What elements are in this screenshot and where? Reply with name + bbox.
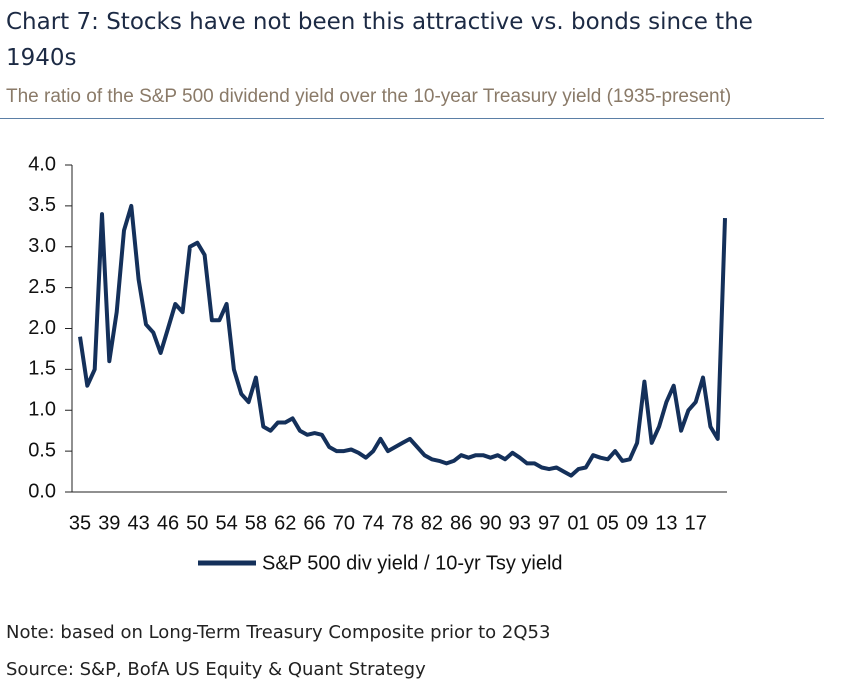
- x-tick-label: 58: [245, 512, 267, 534]
- y-tick-label: 2.0: [28, 317, 56, 339]
- note: Note: based on Long-Term Treasury Compos…: [6, 622, 551, 643]
- x-tick-label: 90: [479, 512, 501, 534]
- chart-title: Chart 7: Stocks have not been this attra…: [6, 9, 753, 71]
- y-tick-label: 0.5: [28, 439, 56, 461]
- y-tick-label: 1.5: [28, 358, 56, 380]
- y-tick-label: 2.5: [28, 276, 56, 298]
- x-tick-label: 62: [274, 512, 296, 534]
- x-tick-label: 09: [626, 512, 648, 534]
- x-tick-label: 50: [186, 512, 208, 534]
- divider: [0, 118, 824, 119]
- x-tick-label: 35: [69, 512, 91, 534]
- x-tick-label: 39: [98, 512, 120, 534]
- x-tick-label: 93: [509, 512, 531, 534]
- x-tick-label: 82: [421, 512, 443, 534]
- x-tick-label: 86: [450, 512, 472, 534]
- x-tick-label: 46: [157, 512, 179, 534]
- x-tick-label: 17: [685, 512, 707, 534]
- source: Source: S&P, BofA US Equity & Quant Stra…: [6, 659, 426, 680]
- data-line: [78, 203, 727, 478]
- x-tick-label: 54: [215, 512, 237, 534]
- x-tick-label: 13: [655, 512, 677, 534]
- y-tick-label: 3.0: [28, 235, 56, 257]
- y-tick-label: 4.0: [28, 153, 56, 175]
- x-tick-label: 74: [362, 512, 384, 534]
- x-tick-label: 05: [597, 512, 619, 534]
- y-tick-label: 3.5: [28, 194, 56, 216]
- chart-subtitle: The ratio of the S&P 500 dividend yield …: [6, 86, 732, 107]
- y-tick-label: 0.0: [28, 480, 56, 502]
- y-tick-label: 1.0: [28, 399, 56, 421]
- x-tick-label: 78: [391, 512, 413, 534]
- x-tick-label: 66: [303, 512, 325, 534]
- legend-label: S&P 500 div yield / 10-yr Tsy yield: [262, 552, 563, 574]
- x-tick-label: 43: [128, 512, 150, 534]
- x-tick-label: 97: [538, 512, 560, 534]
- x-tick-label: 01: [567, 512, 589, 534]
- chart: 0.0 0.5 1.0 1.5 2.0 2.5 3.0 3.5 4.0 35 39 43 46 50 54 5…: [28, 153, 727, 574]
- x-tick-label: 70: [333, 512, 355, 534]
